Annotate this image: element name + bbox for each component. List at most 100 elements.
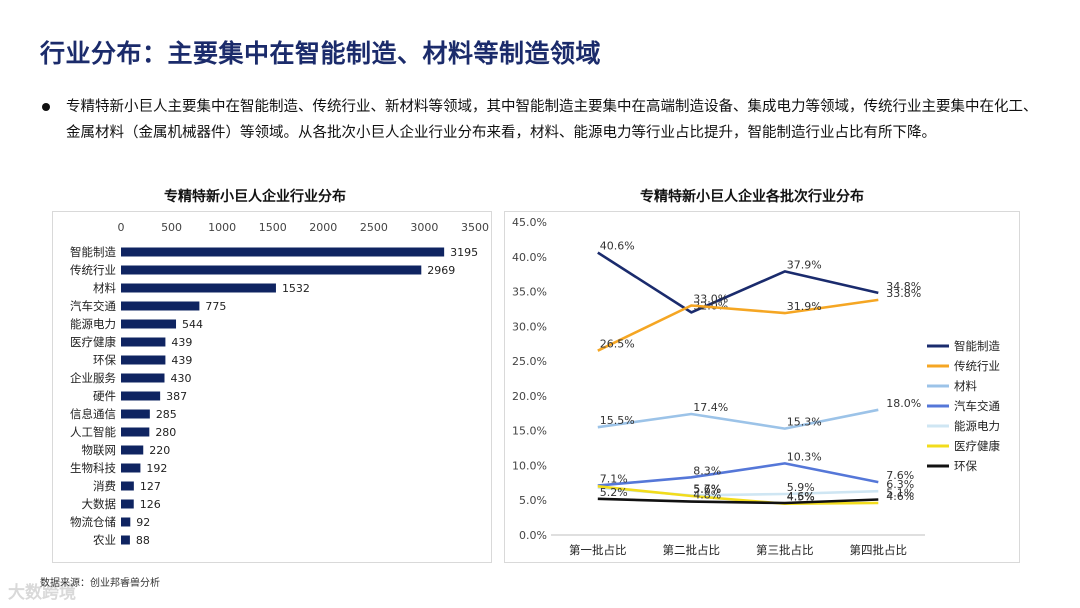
series-line [597,298,879,352]
bar [121,499,134,509]
watermark: 大数跨境 [8,583,76,603]
bar [121,265,422,275]
data-label: 37.9% [787,258,822,271]
data-label: 4.6% [787,490,815,503]
x-category-label: 第三批占比 [756,543,814,557]
bullet-dot [42,103,50,111]
data-label: 2969 [427,264,455,277]
y-tick-label: 10.0% [512,459,547,472]
data-label: 3195 [450,246,478,259]
legend-label: 能源电力 [954,419,1000,433]
y-tick-label: 5.0% [519,494,547,507]
data-label: 4.6% [886,490,914,503]
y-tick-label: 20.0% [512,390,547,403]
bar-chart-panel: 0 500 1000 1500 2000 2500 3000 3500 智能制造 3195 传统行业… [52,211,492,563]
data-label: 5.6% [693,483,721,496]
bar [121,427,150,437]
category-label: 物联网 [82,443,117,457]
data-label: 10.3% [787,450,822,463]
series-line [597,485,879,506]
series-line [597,497,879,505]
bar [121,301,200,311]
series-line [597,462,879,487]
category-label: 物流仓储 [70,515,116,529]
data-label: 439 [171,336,192,349]
x-category-label: 第二批占比 [663,543,721,557]
bar-chart: 0 500 1000 1500 2000 2500 3000 3500 智能制造 3195 传统行业… [70,221,489,547]
x-tick-label: 0 [118,221,125,234]
legend-label: 医疗健康 [954,439,1000,453]
data-label: 17.4% [693,401,728,414]
data-label: 127 [140,480,161,493]
data-label: 1532 [282,282,310,295]
data-label: 7.1% [600,473,628,486]
data-label: 8.3% [693,464,721,477]
data-label: 6.3% [886,478,914,491]
data-label: 775 [205,300,226,313]
x-tick-label: 2500 [360,221,388,234]
x-tick-label: 3000 [410,221,438,234]
bar [121,535,130,545]
data-label: 33.8% [886,287,921,300]
data-label: 285 [156,408,177,421]
bar [121,445,144,455]
category-label: 能源电力 [70,317,116,331]
category-label: 传统行业 [70,263,116,277]
category-label: 信息通信 [70,407,116,421]
data-label: 33.0% [693,292,728,305]
bar [121,319,177,329]
x-category-label: 第一批占比 [569,543,627,557]
category-label: 生物科技 [70,461,116,475]
data-label: 5.7% [693,482,721,495]
x-tick-label: 1500 [259,221,287,234]
y-tick-label: 45.0% [512,216,547,229]
x-tick-label: 3500 [461,221,489,234]
page-title: 行业分布：主要集中在智能制造、材料等制造领域 [40,39,602,68]
bullet-text: 专精特新小巨人主要集中在智能制造、传统行业、新材料等领域，其中智能制造主要集中在… [66,99,1038,141]
data-label: 387 [166,390,187,403]
legend-label: 传统行业 [954,359,1000,373]
y-tick-label: 35.0% [512,286,547,299]
data-label: 220 [149,444,170,457]
data-label: 4.8% [693,489,721,502]
x-tick-label: 500 [161,221,182,234]
data-label: 439 [171,354,192,367]
data-label: 18.0% [886,397,921,410]
y-tick-label: 25.0% [512,355,547,368]
y-tick-label: 40.0% [512,251,547,264]
data-label: 88 [136,534,150,547]
y-tick-label: 15.0% [512,425,547,438]
bar [121,481,134,491]
data-label: 15.3% [787,416,822,429]
bar [121,355,166,365]
bar [121,373,165,383]
data-label: 5.9% [787,481,815,494]
category-label: 农业 [93,533,116,547]
y-tick-label: 30.0% [512,320,547,333]
x-tick-label: 2000 [309,221,337,234]
bar-chart-title: 专精特新小巨人企业行业分布 [164,189,346,205]
bar [121,463,141,473]
x-category-label: 第四批占比 [850,543,908,557]
legend-label: 环保 [954,459,977,473]
category-label: 汽车交通 [70,299,116,313]
bar [121,391,161,401]
x-tick-label: 1000 [208,221,236,234]
category-label: 企业服务 [70,371,116,385]
series-line [597,408,879,430]
line-chart-title: 专精特新小巨人企业各批次行业分布 [640,189,864,205]
bar [121,247,445,257]
category-label: 智能制造 [70,245,116,259]
data-label: 31.9% [787,300,822,313]
data-label: 40.6% [600,240,635,253]
category-label: 大数据 [82,497,117,511]
category-label: 环保 [93,353,116,367]
data-label: 26.5% [600,338,635,351]
line-chart-panel: 0.0% 5.0% 10.0% 15.0% 20.0% 25.0% 30.0% 35.0% 40… [504,211,1020,563]
bar [121,409,150,419]
category-label: 材料 [93,281,116,295]
source-note: 数据来源：创业邦睿兽分析 [40,578,160,589]
data-label: 15.5% [600,414,635,427]
bar [121,337,166,347]
line-chart: 0.0% 5.0% 10.0% 15.0% 20.0% 25.0% 30.0% 35.0% 40… [512,216,1000,557]
